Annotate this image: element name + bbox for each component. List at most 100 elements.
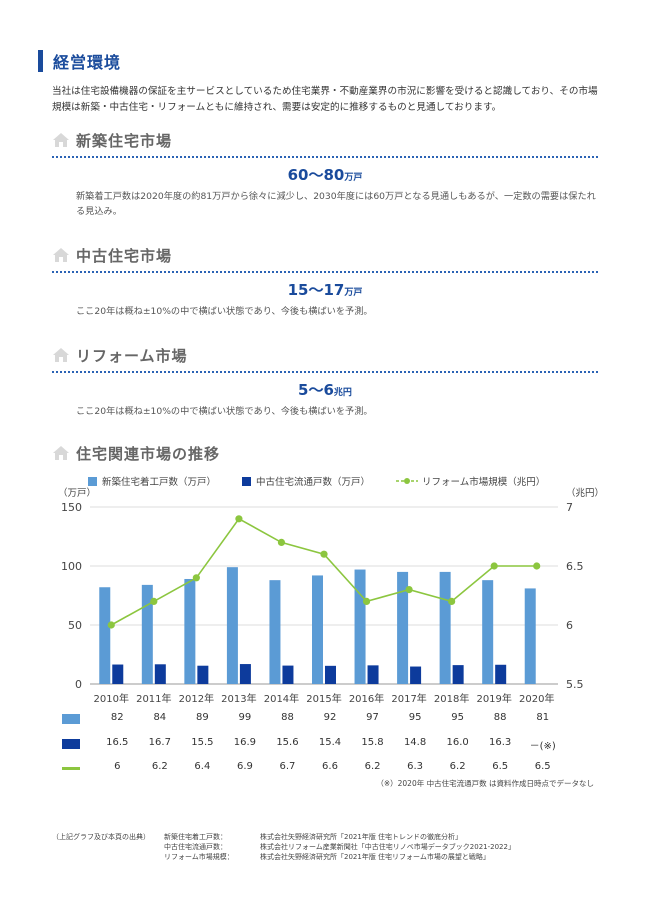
table-cell: 6.2	[449, 761, 466, 772]
section-heading: リフォーム市場	[76, 346, 188, 365]
bar-new-housing	[269, 580, 281, 684]
reform-point	[362, 597, 371, 606]
title-accent-bar	[38, 50, 43, 72]
reform-point	[235, 515, 243, 523]
bar-new-housing	[141, 584, 153, 684]
table-cell: 89	[195, 712, 209, 723]
table-cell: 15.8	[361, 737, 384, 748]
chart-heading: 住宅関連市場の推移	[76, 444, 221, 463]
x-tick-label: 2015年	[306, 692, 341, 705]
table-cell: 16.3	[489, 737, 512, 748]
bar-new-housing	[524, 588, 536, 684]
table-cell: 16.9	[233, 737, 257, 748]
legend-item-new: 新築住宅着工戸数（万戸）	[88, 474, 216, 488]
bar-used-housing	[325, 665, 336, 684]
reform-point	[448, 597, 456, 606]
x-tick-label: 2017年	[391, 692, 426, 705]
table-cell: 14.8	[403, 737, 427, 748]
table-cell: 16.5	[106, 737, 129, 748]
section-value: 5～6兆円	[298, 381, 352, 399]
page-title-text: 経営環境	[53, 53, 122, 72]
legend-swatch	[88, 476, 97, 486]
reform-point	[490, 562, 498, 570]
dotted-divider	[52, 371, 598, 373]
table-cell: 6.7	[279, 761, 296, 772]
legend-label: 新築住宅着工戸数（万戸）	[102, 477, 217, 488]
bar-new-housing	[99, 587, 111, 684]
x-tick-label: 2013年	[221, 692, 256, 705]
section-heading: 新築住宅市場	[76, 131, 173, 150]
x-tick-label: 2019年	[476, 692, 511, 705]
row-swatch	[62, 767, 80, 770]
bar-new-housing	[397, 571, 409, 684]
house-icon	[53, 248, 69, 262]
table-cell: 95	[408, 712, 422, 723]
table-cell: 15.4	[318, 737, 342, 748]
section-reform: リフォーム市場 5～6兆円 ここ20年は概ね±10%の中で横ばい状態であり、今後…	[52, 343, 598, 419]
table-cell: 6.5	[492, 761, 509, 772]
section-description: 新築着工戸数は2020年度の約81万戸から徐々に減少し、2030年度には60万戸…	[76, 191, 596, 217]
left-tick-label: 150	[61, 501, 82, 514]
legend-line-swatch	[396, 478, 419, 484]
table-cell: 6.5	[534, 761, 551, 772]
house-icon	[53, 348, 69, 362]
right-tick-label: 6	[566, 619, 573, 632]
table-cell: 6	[114, 761, 121, 772]
section-description: ここ20年は概ね±10%の中で横ばい状態であり、今後も横ばいを予測。	[76, 306, 373, 317]
footnote: （※）2020年 中古住宅流通戸数 は資料作成日時点でデータなし	[376, 779, 594, 788]
section-new-housing: 新築住宅市場 60～80万戸 新築着工戸数は2020年度の約81万戸から徐々に減…	[52, 128, 598, 219]
reform-point	[107, 621, 115, 629]
bar-used-housing	[197, 665, 209, 684]
bar-used-housing	[367, 665, 379, 684]
bar-new-housing	[482, 580, 494, 684]
intro-paragraph: 当社は住宅設備機器の保証を主サービスとしているため住宅業界・不動産業界の市況に影…	[52, 86, 598, 113]
x-tick-label: 2014年	[264, 692, 299, 705]
reform-line	[110, 517, 537, 626]
legend-item-reform: リフォーム市場規模（兆円）	[396, 474, 545, 488]
section-chart: 住宅関連市場の推移	[52, 441, 598, 465]
dotted-divider	[52, 156, 598, 158]
bar-used-housing	[410, 666, 422, 684]
reform-point	[150, 597, 158, 606]
x-tick-label: 2012年	[179, 692, 214, 705]
table-cell: 6.3	[407, 761, 424, 772]
table-cell: 95	[451, 712, 464, 723]
right-tick-label: 7	[566, 501, 573, 514]
x-tick-label: 2020年	[519, 692, 554, 705]
x-tick-label: 2011年	[136, 692, 171, 705]
section-used-housing: 中古住宅市場 15～17万戸 ここ20年は概ね±10%の中で横ばい状態であり、今…	[52, 243, 598, 319]
x-tick-label: 2018年	[434, 692, 469, 705]
table-cell: 88	[281, 712, 294, 723]
legend-item-used: 中古住宅流通戸数（万戸）	[242, 474, 370, 488]
table-cell: －(※)	[529, 741, 556, 752]
bar-new-housing	[226, 567, 238, 684]
section-value: 60～80万戸	[287, 166, 363, 184]
right-tick-label: 6.5	[566, 560, 584, 573]
legend-label: リフォーム市場規模（兆円）	[422, 477, 546, 488]
page-title: 経営環境	[38, 48, 121, 74]
table-cell: 84	[153, 712, 167, 723]
bar-new-housing	[312, 575, 323, 684]
bar-used-housing	[282, 665, 294, 684]
table-cell: 15.5	[191, 737, 214, 748]
table-cell: 6.2	[364, 761, 381, 772]
bar-new-housing	[354, 569, 366, 684]
table-cell: 99	[238, 712, 252, 723]
row-swatch	[62, 739, 80, 749]
housing-market-chart: （万戸） （兆円） 0 50 100 150 5.5 6 6.5 7 2010年 2011年 20…	[58, 487, 604, 705]
table-cell: 88	[493, 712, 507, 723]
x-tick-label: 2010年	[94, 692, 129, 705]
table-cell: 6.2	[151, 761, 168, 772]
table-cell: 97	[366, 712, 379, 723]
dotted-divider	[52, 271, 598, 273]
legend-swatch	[242, 476, 252, 486]
reform-point	[405, 586, 413, 594]
bar-used-housing	[239, 664, 251, 684]
bar-used-housing	[154, 664, 166, 684]
reform-point	[320, 550, 328, 558]
table-cell: 82	[110, 712, 124, 723]
table-cell: 16.7	[148, 737, 171, 748]
x-tick-label: 2016年	[349, 692, 384, 705]
sources-label: （上記グラフ及び本頁の出典）	[52, 833, 150, 841]
left-axis-label: （万戸）	[58, 487, 96, 499]
